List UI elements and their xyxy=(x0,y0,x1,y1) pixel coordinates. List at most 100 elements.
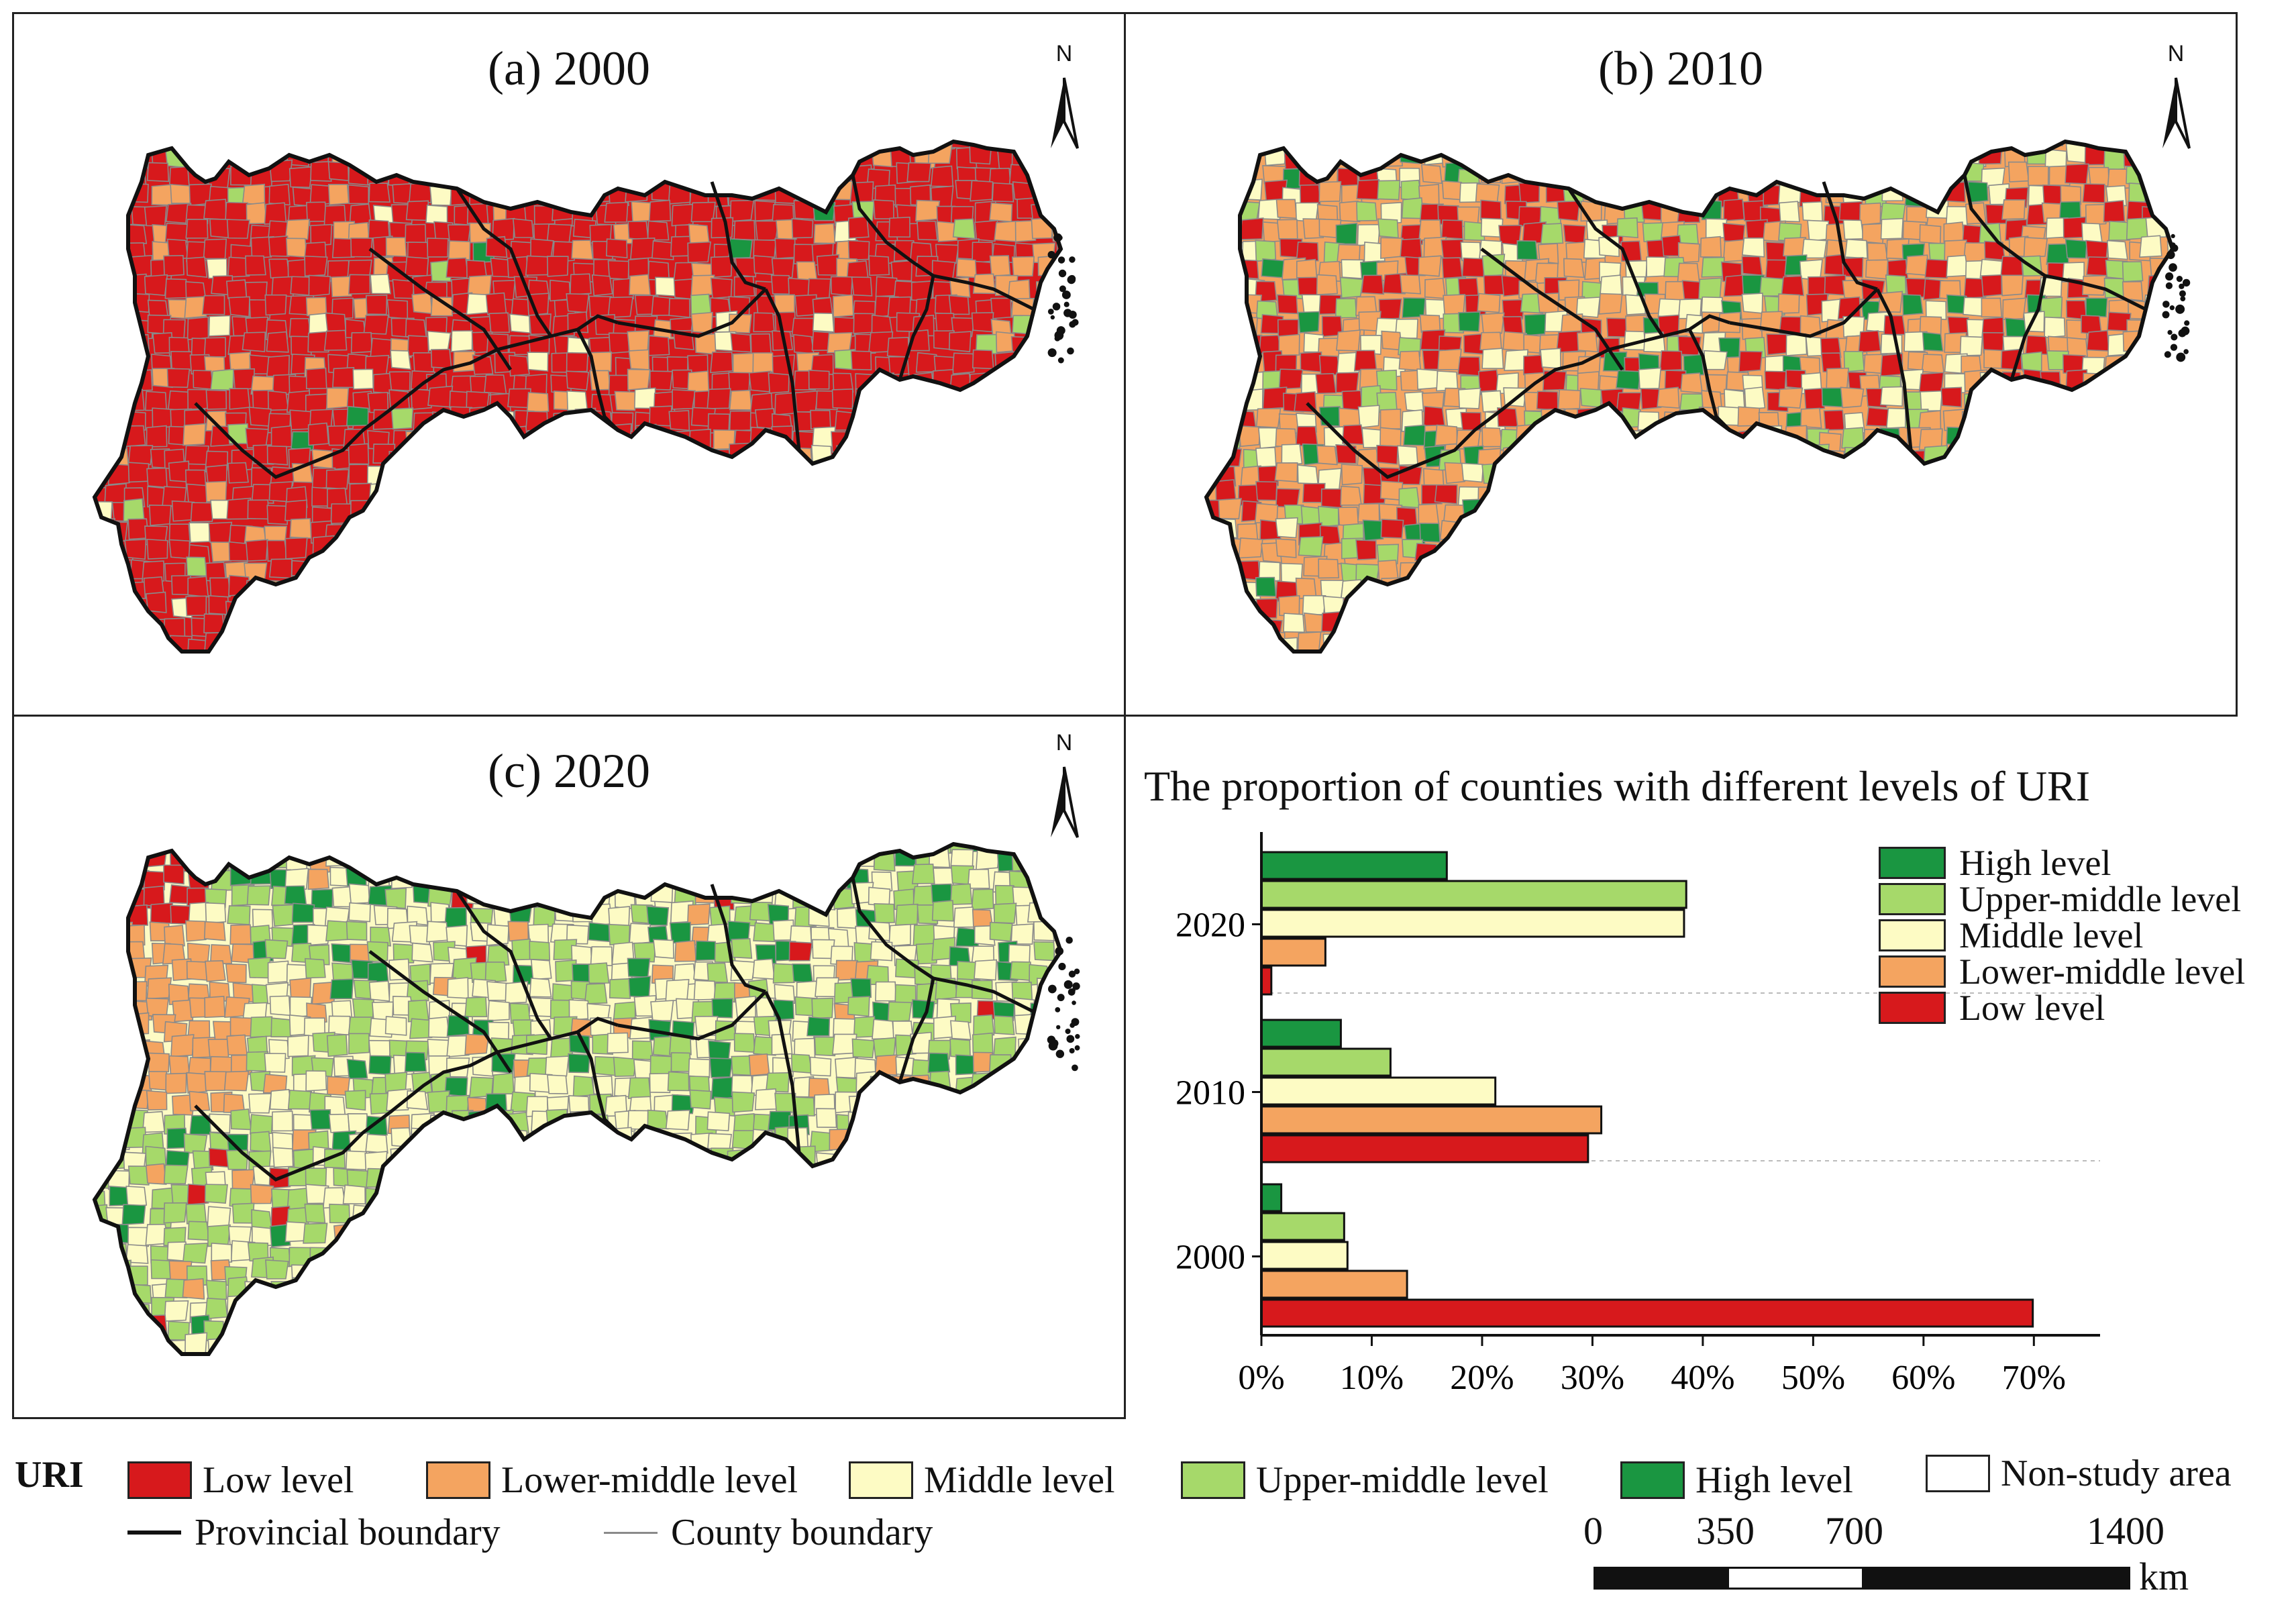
county-cell xyxy=(754,615,776,637)
county-cell xyxy=(1961,637,1983,652)
county-cell xyxy=(869,1205,891,1228)
county-cell xyxy=(691,1355,711,1376)
county-cell xyxy=(849,844,871,851)
county-cell xyxy=(1398,616,1422,637)
county-cell xyxy=(1053,1114,1061,1136)
county-cell xyxy=(451,504,476,526)
county-cell xyxy=(2044,412,2067,433)
county-cell xyxy=(971,409,993,431)
county-cell xyxy=(1802,466,1825,486)
county-cell xyxy=(183,1133,208,1154)
island xyxy=(1057,235,1063,241)
county-cell xyxy=(1800,558,1824,580)
island xyxy=(2176,352,2186,362)
county-cell xyxy=(930,541,953,562)
county-cell xyxy=(686,1318,709,1339)
county-cell xyxy=(729,389,753,411)
county-cell xyxy=(490,165,514,187)
county-cell xyxy=(201,295,225,315)
county-cell xyxy=(1706,142,1728,150)
county-cell xyxy=(551,164,575,185)
county-cell xyxy=(1379,427,1402,448)
county-cell xyxy=(1759,143,1781,165)
county-cell xyxy=(754,503,776,523)
county-cell xyxy=(304,1203,326,1224)
county-cell xyxy=(103,168,127,190)
county-cell xyxy=(727,164,749,185)
county-cell xyxy=(909,467,935,489)
county-cell xyxy=(1759,580,1782,601)
county-cell xyxy=(2148,444,2171,466)
county-cell xyxy=(1037,1055,1059,1076)
county-cell xyxy=(1838,600,1863,622)
county-cell xyxy=(649,615,670,635)
county-cell xyxy=(890,1131,912,1152)
county-cell xyxy=(95,374,112,397)
county-cell xyxy=(1859,202,1881,226)
county-cell xyxy=(609,978,632,999)
county-cell xyxy=(1459,597,1480,619)
county-cell xyxy=(2141,408,2166,431)
county-cell xyxy=(331,276,353,298)
county-cell xyxy=(1705,431,1728,451)
county-cell xyxy=(552,484,576,506)
county-cell xyxy=(186,142,210,149)
county-cell xyxy=(1867,242,1889,263)
county-cell xyxy=(105,411,129,434)
county-cell xyxy=(1356,179,1380,201)
county-cell xyxy=(1221,313,1244,333)
county-cell xyxy=(1598,293,1623,315)
county-cell xyxy=(646,1184,669,1206)
county-cell xyxy=(750,333,772,354)
county-cell xyxy=(972,482,996,502)
county-cell xyxy=(547,560,572,580)
county-cell xyxy=(653,1298,675,1321)
county-cell xyxy=(607,1318,629,1343)
county-cell xyxy=(406,1090,429,1110)
county-cell xyxy=(472,1127,494,1148)
county-cell xyxy=(351,142,374,163)
county-cell xyxy=(991,464,1013,484)
county-cell xyxy=(765,1072,790,1093)
county-cell xyxy=(694,634,716,652)
county-cell xyxy=(1281,444,1303,466)
county-cell xyxy=(1844,238,1868,259)
county-cell xyxy=(469,844,494,849)
county-cell xyxy=(229,388,251,410)
county-cell xyxy=(472,1280,494,1300)
county-cell xyxy=(788,1182,810,1206)
county-cell xyxy=(1638,594,1662,615)
county-cell xyxy=(931,1241,953,1263)
county-cell xyxy=(1030,1320,1054,1343)
county-cell xyxy=(949,464,974,486)
county-cell xyxy=(612,466,635,488)
county-cell xyxy=(323,633,346,652)
county-cell xyxy=(1339,612,1362,635)
north-label: N xyxy=(1055,730,1073,756)
county-cell xyxy=(849,615,871,638)
chart-legend-lower-middle: Lower-middle level xyxy=(1879,951,2245,992)
county-cell xyxy=(787,1170,809,1191)
county-cell xyxy=(2027,654,2048,673)
county-cell xyxy=(1483,596,1506,617)
county-cell xyxy=(1618,524,1640,544)
county-cell xyxy=(937,1151,959,1171)
county-cell xyxy=(1839,519,1863,539)
county-cell xyxy=(1545,486,1569,507)
county-cell xyxy=(1579,562,1602,583)
county-cell xyxy=(243,847,268,867)
county-cell xyxy=(566,1224,592,1244)
county-cell xyxy=(505,1322,529,1343)
county-cell xyxy=(1012,1204,1035,1225)
county-cell xyxy=(976,1207,999,1228)
county-cell xyxy=(531,1318,555,1341)
county-cell xyxy=(84,654,108,674)
county-cell xyxy=(470,1164,492,1186)
county-cell xyxy=(752,849,774,871)
county-cell xyxy=(507,921,529,942)
county-cell xyxy=(1206,148,1225,170)
county-cell xyxy=(797,1358,817,1377)
county-cell xyxy=(752,597,775,619)
island xyxy=(2171,333,2178,341)
county-cell xyxy=(527,293,550,316)
